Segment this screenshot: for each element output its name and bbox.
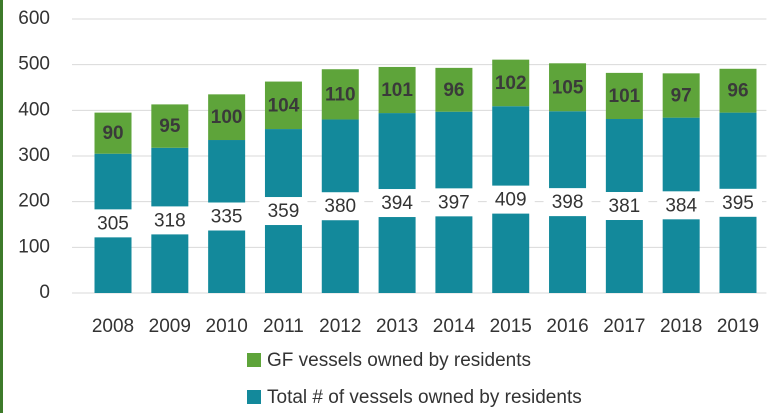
- y-tick-label: 400: [18, 99, 50, 120]
- label-bg: [429, 188, 478, 217]
- x-tick-label: 2014: [433, 316, 476, 337]
- legend-label: Total # of vessels owned by residents: [267, 387, 582, 408]
- value-label: 96: [727, 81, 748, 102]
- bar-segment: [94, 112, 132, 154]
- y-tick-label: 0: [39, 282, 50, 303]
- value-label: 398: [552, 192, 584, 213]
- value-label: 409: [495, 190, 527, 211]
- x-tick-label: 2008: [92, 316, 134, 337]
- x-tick-label: 2018: [660, 316, 702, 337]
- value-label: 102: [495, 73, 527, 94]
- value-label: 335: [211, 207, 243, 228]
- x-tick-label: 2019: [717, 316, 759, 337]
- value-label: 305: [97, 213, 129, 234]
- value-label: 101: [381, 80, 413, 101]
- bar-segment: [492, 59, 530, 107]
- label-bg: [259, 197, 308, 226]
- legend-swatch: [247, 353, 261, 367]
- x-tick-label: 2012: [319, 316, 361, 337]
- bar-segment: [662, 73, 700, 118]
- value-label: 105: [552, 77, 584, 98]
- label-bg: [600, 192, 649, 221]
- value-label: 380: [324, 196, 356, 217]
- bar-segment: [719, 68, 757, 113]
- y-tick-label: 500: [18, 54, 50, 75]
- x-tick-label: 2017: [603, 316, 645, 337]
- value-label: 90: [102, 123, 123, 144]
- legend-swatch: [247, 390, 261, 404]
- value-label: 381: [609, 196, 641, 217]
- y-tick-label: 600: [18, 8, 50, 29]
- value-label: 384: [665, 195, 697, 216]
- left-border: [0, 0, 3, 413]
- label-bg: [316, 192, 365, 221]
- bar-segment: [378, 66, 416, 114]
- bar-segment: [605, 72, 643, 120]
- label-bg: [486, 185, 535, 214]
- x-tick-label: 2015: [490, 316, 532, 337]
- bar-segment: [435, 67, 473, 112]
- label-bg: [202, 202, 251, 231]
- label-bg: [657, 191, 706, 220]
- value-label: 395: [722, 193, 754, 214]
- value-label: 110: [325, 84, 356, 105]
- value-label: 318: [154, 210, 186, 231]
- x-tick-label: 2011: [263, 316, 304, 337]
- y-tick-label: 300: [18, 145, 50, 166]
- value-label: 397: [438, 192, 470, 213]
- bar-segment: [321, 69, 359, 120]
- value-label: 97: [671, 86, 692, 107]
- bar-segment: [208, 94, 246, 141]
- label-bg: [89, 209, 138, 238]
- label-bg: [373, 189, 422, 218]
- legend-label: GF vessels owned by residents: [267, 350, 531, 371]
- label-bg: [145, 206, 194, 235]
- bar-segment: [264, 81, 302, 130]
- x-tick-label: 2016: [546, 316, 588, 337]
- value-label: 101: [609, 86, 641, 107]
- label-bg: [543, 188, 592, 217]
- value-label: 359: [268, 201, 300, 222]
- x-tick-label: 2010: [206, 316, 248, 337]
- x-tick-label: 2013: [376, 316, 418, 337]
- value-label: 96: [443, 80, 464, 101]
- label-bg: [713, 188, 762, 217]
- x-tick-label: 2009: [149, 316, 191, 337]
- bar-segment: [549, 63, 587, 112]
- bar-segment: [151, 104, 189, 148]
- value-label: 104: [268, 95, 300, 116]
- y-tick-label: 100: [18, 236, 50, 257]
- value-label: 100: [211, 107, 243, 128]
- y-tick-label: 200: [18, 191, 50, 212]
- value-label: 394: [381, 193, 413, 214]
- value-label: 95: [159, 116, 181, 137]
